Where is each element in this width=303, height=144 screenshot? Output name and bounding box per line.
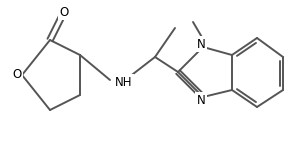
- Text: O: O: [12, 69, 22, 82]
- Text: NH: NH: [115, 75, 132, 89]
- Text: N: N: [197, 37, 205, 51]
- Text: N: N: [197, 93, 205, 107]
- Text: O: O: [59, 5, 68, 18]
